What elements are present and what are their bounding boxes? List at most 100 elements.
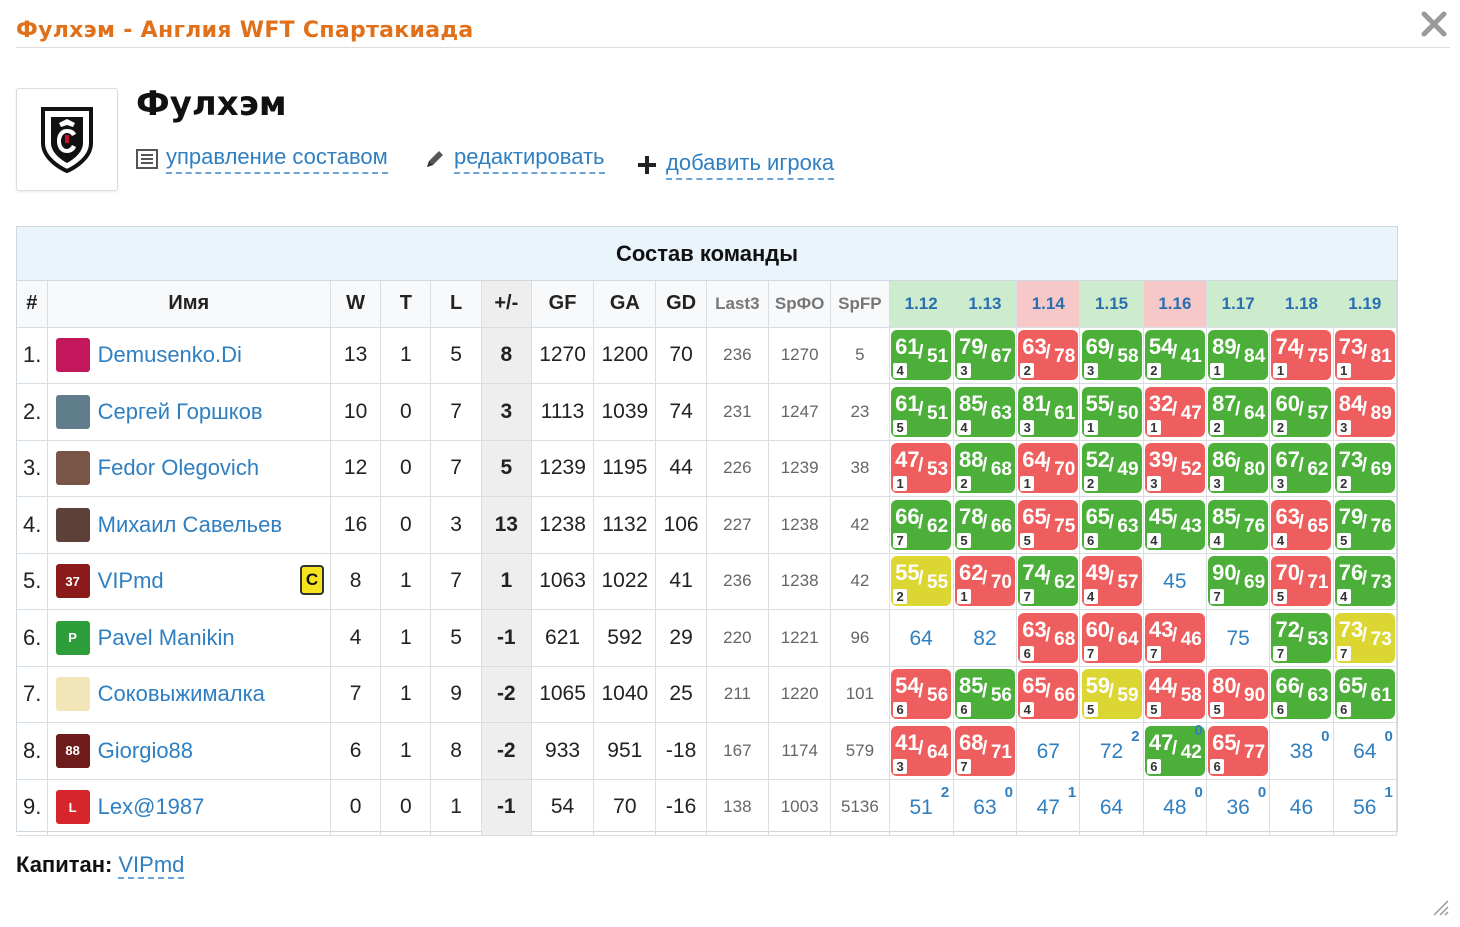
col-w[interactable]: W — [330, 281, 382, 328]
player-link[interactable]: 37 VIPmd — [55, 564, 164, 599]
tour-cell[interactable]: 64/70 1 — [1016, 440, 1081, 497]
tour-cell[interactable]: 65/63 6 — [1079, 496, 1144, 554]
col-gd[interactable]: GD — [655, 281, 707, 328]
tour-cell[interactable]: 64 — [889, 609, 954, 667]
tour-cell[interactable]: 41/64 3 — [889, 722, 954, 780]
tour-cell[interactable]: 47 1 — [1016, 779, 1081, 836]
captain-link[interactable]: VIPmd — [118, 852, 185, 879]
tour-cell[interactable]: 85/63 4 — [953, 383, 1018, 441]
tour-cell[interactable]: 73/81 1 — [1333, 327, 1398, 384]
add-player-link[interactable]: добавить игрока — [636, 150, 835, 180]
player-link[interactable]: Соковыжималка — [55, 677, 265, 712]
tour-cell[interactable]: 66/63 6 — [1269, 666, 1334, 723]
tour-cell[interactable]: 54/41 2 — [1143, 327, 1208, 384]
tour-cell[interactable]: 39/52 3 — [1143, 440, 1208, 497]
close-icon[interactable] — [1418, 8, 1450, 40]
tour-cell[interactable]: 63/78 2 — [1016, 327, 1081, 384]
tour-cell[interactable]: 54/56 6 — [889, 666, 954, 723]
col-tour-5[interactable]: 1.16 — [1143, 281, 1208, 328]
tour-cell[interactable]: 65/61 6 — [1333, 666, 1398, 723]
tour-cell[interactable]: 44/58 5 — [1143, 666, 1208, 723]
tour-cell[interactable]: 64 — [1079, 779, 1144, 836]
tour-cell[interactable]: 66/62 7 — [889, 496, 954, 554]
tour-cell[interactable]: 75 — [1206, 609, 1271, 667]
col-tour-4[interactable]: 1.15 — [1079, 281, 1144, 328]
tour-cell[interactable]: 73/73 7 — [1333, 609, 1398, 667]
resize-grip-icon[interactable] — [1428, 895, 1450, 917]
tour-cell[interactable]: 45 — [1143, 553, 1208, 610]
col-t[interactable]: T — [380, 281, 432, 328]
tour-cell[interactable]: 43/46 7 — [1143, 609, 1208, 667]
col-tour-6[interactable]: 1.17 — [1206, 281, 1271, 328]
col-tour-3[interactable]: 1.14 — [1016, 281, 1081, 328]
tour-cell[interactable]: 84/89 3 — [1333, 383, 1398, 441]
col-tour-1[interactable]: 1.12 — [889, 281, 954, 328]
tour-cell[interactable]: 79/67 3 — [953, 327, 1018, 384]
tour-cell[interactable]: 36 0 — [1206, 779, 1271, 836]
tour-cell[interactable]: 60/57 2 — [1269, 383, 1334, 441]
tour-cell[interactable]: 85/76 4 — [1206, 496, 1271, 554]
tour-cell[interactable]: 90/69 7 — [1206, 553, 1271, 610]
player-link[interactable]: P Pavel Manikin — [55, 620, 235, 655]
tour-cell[interactable]: 47/42 6 0 — [1143, 722, 1208, 780]
tour-cell[interactable]: 72 2 — [1079, 722, 1144, 780]
player-link[interactable]: Demusenko.Di — [55, 338, 242, 373]
col-ga[interactable]: GA — [593, 281, 657, 328]
tour-cell[interactable]: 49/57 4 — [1079, 553, 1144, 610]
tour-cell[interactable]: 64 0 — [1333, 722, 1398, 780]
tour-cell[interactable]: 79/76 5 — [1333, 496, 1398, 554]
tour-cell[interactable]: 45/43 4 — [1143, 496, 1208, 554]
tour-cell[interactable]: 76/73 4 — [1333, 553, 1398, 610]
tour-cell[interactable]: 59/59 5 — [1079, 666, 1144, 723]
tour-cell[interactable]: 38 0 — [1269, 722, 1334, 780]
tour-cell[interactable]: 89/84 1 — [1206, 327, 1271, 384]
tour-cell[interactable]: 86/80 3 — [1206, 440, 1271, 497]
tour-cell[interactable]: 62/70 1 — [953, 553, 1018, 610]
tour-cell[interactable]: 61/51 5 — [889, 383, 954, 441]
player-link[interactable]: 88 Giorgio88 — [55, 733, 193, 768]
col-tour-2[interactable]: 1.13 — [953, 281, 1018, 328]
col-plus-minus[interactable]: +/- — [481, 281, 532, 328]
tour-cell[interactable]: 74/62 7 — [1016, 553, 1081, 610]
tour-cell[interactable]: 63/65 4 — [1269, 496, 1334, 554]
tour-cell[interactable]: 60/64 7 — [1079, 609, 1144, 667]
tour-cell[interactable]: 72/53 7 — [1269, 609, 1334, 667]
tour-cell[interactable]: 63/68 6 — [1016, 609, 1081, 667]
tour-cell[interactable]: 55/55 2 — [889, 553, 954, 610]
tour-cell[interactable]: 47/53 1 — [889, 440, 954, 497]
edit-link[interactable]: редактировать — [424, 144, 605, 174]
col-l[interactable]: L — [430, 281, 482, 328]
col-srfo[interactable]: SрФО — [768, 281, 832, 328]
tour-cell[interactable]: 51 2 — [889, 779, 954, 836]
tour-cell[interactable]: 78/66 5 — [953, 496, 1018, 554]
tour-cell[interactable]: 87/64 2 — [1206, 383, 1271, 441]
tour-cell[interactable]: 70/71 5 — [1269, 553, 1334, 610]
tour-cell[interactable]: 65/66 4 — [1016, 666, 1081, 723]
tour-cell[interactable]: 55/50 1 — [1079, 383, 1144, 441]
tour-cell[interactable]: 67 — [1016, 722, 1081, 780]
tour-cell[interactable]: 48 0 — [1143, 779, 1208, 836]
tour-cell[interactable]: 88/68 2 — [953, 440, 1018, 497]
tour-cell[interactable]: 65/75 5 — [1016, 496, 1081, 554]
tour-cell[interactable]: 85/56 6 — [953, 666, 1018, 723]
tour-cell[interactable]: 52/49 2 — [1079, 440, 1144, 497]
tour-cell[interactable]: 68/71 7 — [953, 722, 1018, 780]
tour-cell[interactable]: 32/47 1 — [1143, 383, 1208, 441]
player-link[interactable]: Сергей Горшков — [55, 394, 263, 429]
tour-cell[interactable]: 74/75 1 — [1269, 327, 1334, 384]
col-tour-8[interactable]: 1.19 — [1333, 281, 1398, 328]
roster-management-link[interactable]: управление составом — [136, 144, 388, 174]
tour-cell[interactable]: 80/90 5 — [1206, 666, 1271, 723]
tour-cell[interactable]: 63 0 — [953, 779, 1018, 836]
tour-cell[interactable]: 67/62 3 — [1269, 440, 1334, 497]
col-spfp[interactable]: SpFP — [830, 281, 890, 328]
col-name[interactable]: Имя — [47, 281, 331, 328]
col-gf[interactable]: GF — [531, 281, 595, 328]
tour-cell[interactable]: 46 — [1269, 779, 1334, 836]
tour-cell[interactable]: 69/58 3 — [1079, 327, 1144, 384]
tour-cell[interactable]: 81/61 3 — [1016, 383, 1081, 441]
player-link[interactable]: Михаил Савельев — [55, 507, 282, 542]
tour-cell[interactable]: 73/69 2 — [1333, 440, 1398, 497]
col-last3[interactable]: Last3 — [706, 281, 769, 328]
col-tour-7[interactable]: 1.18 — [1269, 281, 1334, 328]
